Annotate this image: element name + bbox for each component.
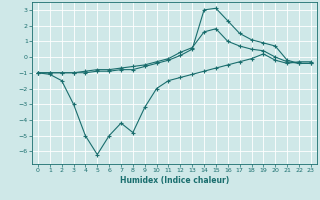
X-axis label: Humidex (Indice chaleur): Humidex (Indice chaleur): [120, 176, 229, 185]
